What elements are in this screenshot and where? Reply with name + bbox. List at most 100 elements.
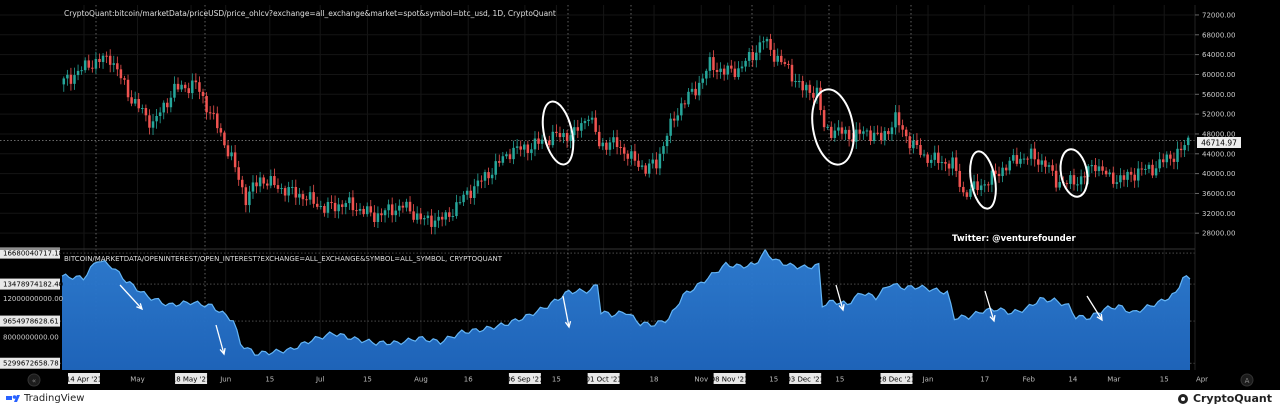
candle-body bbox=[173, 83, 176, 98]
go-to-start-button[interactable] bbox=[27, 373, 41, 387]
candle-body bbox=[494, 161, 497, 175]
candle-body bbox=[872, 132, 876, 142]
candle-body bbox=[301, 194, 305, 200]
cryptoquant-logo[interactable]: CryptoQuant bbox=[1177, 392, 1272, 405]
candle-body bbox=[1069, 175, 1072, 184]
candle-body bbox=[94, 58, 98, 69]
candle-body bbox=[440, 216, 444, 220]
candle-body bbox=[365, 206, 369, 215]
candle-body bbox=[655, 159, 658, 169]
candle-body bbox=[233, 152, 237, 168]
candle-body bbox=[398, 205, 401, 211]
candle-body bbox=[476, 180, 480, 187]
candle-body bbox=[826, 126, 829, 128]
candle-body bbox=[208, 112, 212, 114]
candle-body bbox=[1001, 167, 1004, 177]
tradingview-logo[interactable]: TradingView bbox=[6, 393, 84, 404]
candle-body bbox=[219, 128, 223, 133]
annotation-arrowhead bbox=[219, 347, 226, 356]
candle-body bbox=[1004, 167, 1008, 171]
candle-body bbox=[212, 112, 215, 114]
candle-body bbox=[904, 129, 908, 137]
candle-body bbox=[523, 144, 526, 150]
candle-body bbox=[283, 188, 287, 196]
price-axis: 72000.00 68000.00 64000.00 60000.00 56000.00… bbox=[1195, 11, 1235, 238]
candle-body bbox=[830, 126, 833, 138]
candle-body bbox=[733, 68, 737, 78]
candle-body bbox=[758, 42, 762, 53]
candle-body bbox=[755, 52, 758, 61]
candle-body bbox=[1058, 182, 1061, 188]
candle-body bbox=[640, 165, 644, 167]
time-tick-label: Nov bbox=[694, 376, 708, 384]
candle-body bbox=[562, 133, 565, 138]
candle-body bbox=[847, 129, 851, 140]
candle-body bbox=[405, 201, 408, 208]
candle-body bbox=[597, 131, 601, 147]
candle-body bbox=[740, 66, 744, 69]
candle-body bbox=[158, 112, 162, 116]
candle-body bbox=[1101, 166, 1104, 171]
candle-body bbox=[305, 199, 308, 201]
candle-body bbox=[87, 60, 91, 68]
candle-body bbox=[155, 115, 158, 122]
candle-body bbox=[744, 60, 747, 67]
candle-body bbox=[169, 97, 173, 108]
candle-body bbox=[248, 191, 251, 206]
candle-body bbox=[772, 49, 776, 62]
candle-body bbox=[965, 192, 969, 197]
candle-body bbox=[80, 70, 83, 72]
candle-body bbox=[630, 151, 633, 159]
price-tick-label: 60000.00 bbox=[1202, 71, 1235, 79]
annotation-arrow bbox=[1086, 295, 1103, 321]
candle-body bbox=[644, 165, 647, 174]
annotation-arrow bbox=[835, 284, 844, 311]
candle-body bbox=[780, 55, 783, 63]
candle-body bbox=[1076, 184, 1079, 186]
candle-body bbox=[166, 102, 169, 108]
last-price-badge bbox=[1197, 137, 1241, 148]
go-to-start-icon: « bbox=[32, 377, 36, 385]
candle-body bbox=[469, 190, 472, 198]
auto-scale-button[interactable] bbox=[1240, 373, 1254, 387]
time-tick-label: Feb bbox=[1023, 376, 1036, 384]
candle-body bbox=[612, 137, 615, 143]
candle-body bbox=[862, 131, 865, 134]
candle-body bbox=[333, 202, 337, 212]
candle-body bbox=[801, 81, 804, 91]
candle-body bbox=[330, 201, 333, 203]
candle-body bbox=[1136, 168, 1140, 181]
candle-body bbox=[444, 212, 447, 220]
candle-body bbox=[519, 146, 522, 150]
candle-body bbox=[969, 189, 972, 197]
oi-line bbox=[61, 248, 1191, 356]
candle-body bbox=[390, 204, 394, 216]
candle-body bbox=[651, 159, 655, 164]
auto-scale-icon: A bbox=[1245, 377, 1250, 385]
time-tick-label: 18 bbox=[650, 376, 659, 384]
candle-body bbox=[787, 63, 790, 65]
candle-body bbox=[894, 112, 897, 128]
tradingview-icon bbox=[6, 394, 20, 402]
highlight-ellipse bbox=[541, 100, 575, 166]
candle-body bbox=[337, 204, 340, 212]
candle-body bbox=[73, 75, 76, 84]
candle-body bbox=[687, 91, 690, 105]
price-chart-title: CryptoQuant:bitcoin/marketData/priceUSD/… bbox=[64, 9, 556, 18]
candle-body bbox=[883, 131, 887, 141]
candle-body bbox=[273, 176, 276, 186]
candle-body bbox=[719, 68, 722, 72]
time-tick-label: 14 Apr '21 bbox=[66, 376, 102, 384]
candle-body bbox=[1065, 183, 1069, 185]
candle-body bbox=[376, 213, 380, 223]
highlight-ellipse bbox=[1059, 148, 1089, 198]
candle-body bbox=[790, 64, 794, 82]
candle-body bbox=[1029, 148, 1033, 159]
candle-body bbox=[1112, 172, 1115, 184]
candle-body bbox=[462, 194, 465, 203]
oi-tick-label: 9654978628.61 bbox=[3, 318, 59, 326]
annotation-arrowhead bbox=[564, 321, 572, 329]
candle-body bbox=[76, 70, 80, 76]
candle-body bbox=[66, 74, 69, 79]
